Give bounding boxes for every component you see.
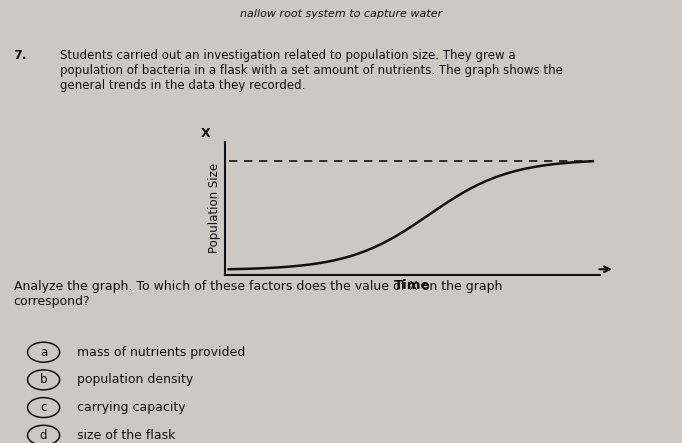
X-axis label: Time: Time: [394, 279, 431, 292]
Text: X: X: [201, 128, 210, 140]
Y-axis label: Population Size: Population Size: [208, 163, 221, 253]
Text: c: c: [40, 401, 47, 414]
Text: population density: population density: [77, 373, 193, 386]
Text: Students carried out an investigation related to population size. They grew a
po: Students carried out an investigation re…: [60, 49, 563, 92]
Text: b: b: [40, 373, 47, 386]
Text: nallow root system to capture water: nallow root system to capture water: [240, 9, 442, 19]
Text: size of the flask: size of the flask: [77, 429, 175, 442]
Text: Analyze the graph. To which of these factors does the value of X on the graph
co: Analyze the graph. To which of these fac…: [14, 280, 502, 308]
Text: carrying capacity: carrying capacity: [77, 401, 186, 414]
Text: 7.: 7.: [14, 49, 27, 62]
Text: a: a: [40, 346, 47, 359]
Text: mass of nutrients provided: mass of nutrients provided: [77, 346, 246, 359]
Text: d: d: [40, 429, 47, 442]
